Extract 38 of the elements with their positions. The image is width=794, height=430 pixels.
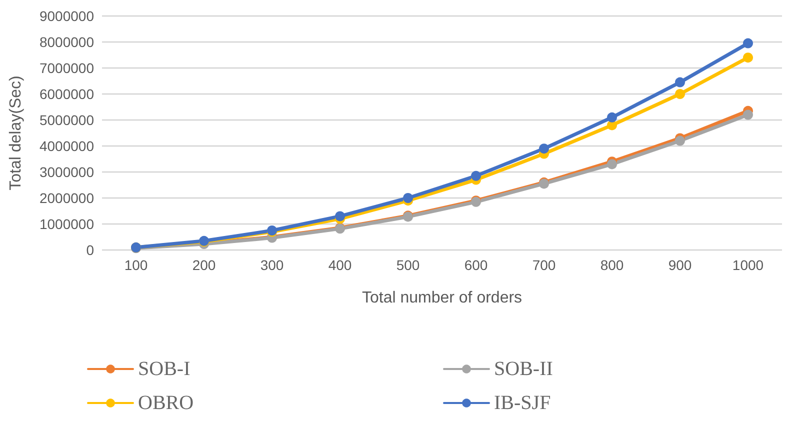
legend-label: IB-SJF <box>494 392 551 414</box>
point <box>743 38 753 48</box>
y-tick-label: 5000000 <box>39 112 94 128</box>
point <box>539 144 549 154</box>
legend-label: SOB-I <box>138 358 190 380</box>
point <box>743 52 753 63</box>
y-tick-label: 6000000 <box>39 86 94 102</box>
point <box>471 170 481 181</box>
x-tick-label: 400 <box>328 257 352 273</box>
x-tick-label: 600 <box>464 257 488 273</box>
point <box>675 89 685 99</box>
legend-label: OBRO <box>138 392 194 414</box>
y-tick-label: 2000000 <box>39 190 94 206</box>
y-tick-label: 4000000 <box>39 138 94 154</box>
x-tick-label: 100 <box>124 257 148 273</box>
y-tick-label: 0 <box>86 242 94 258</box>
y-tick-label: 7000000 <box>39 60 94 76</box>
x-tick-label: 1000 <box>732 257 764 273</box>
y-axis-title: Total delay(Sec) <box>8 76 24 190</box>
point <box>675 136 685 146</box>
x-tick-label: 900 <box>668 257 692 273</box>
x-tick-label: 500 <box>396 257 420 273</box>
point <box>403 193 413 203</box>
y-tick-label: 1000000 <box>39 216 94 232</box>
y-tick-label: 9000000 <box>39 8 94 24</box>
x-tick-label: 200 <box>192 257 216 273</box>
legend-label: SOB-II <box>494 358 553 380</box>
x-tick-label: 700 <box>532 257 556 273</box>
point <box>335 211 345 222</box>
x-axis-title: Total number of orders <box>362 290 522 306</box>
y-tick-label: 8000000 <box>39 34 94 50</box>
x-tick-label: 800 <box>600 257 624 273</box>
point <box>607 112 617 122</box>
point <box>675 77 685 88</box>
point <box>607 159 617 170</box>
x-tick-label: 300 <box>260 257 284 273</box>
point <box>743 110 753 120</box>
y-tick-label: 3000000 <box>39 164 94 180</box>
